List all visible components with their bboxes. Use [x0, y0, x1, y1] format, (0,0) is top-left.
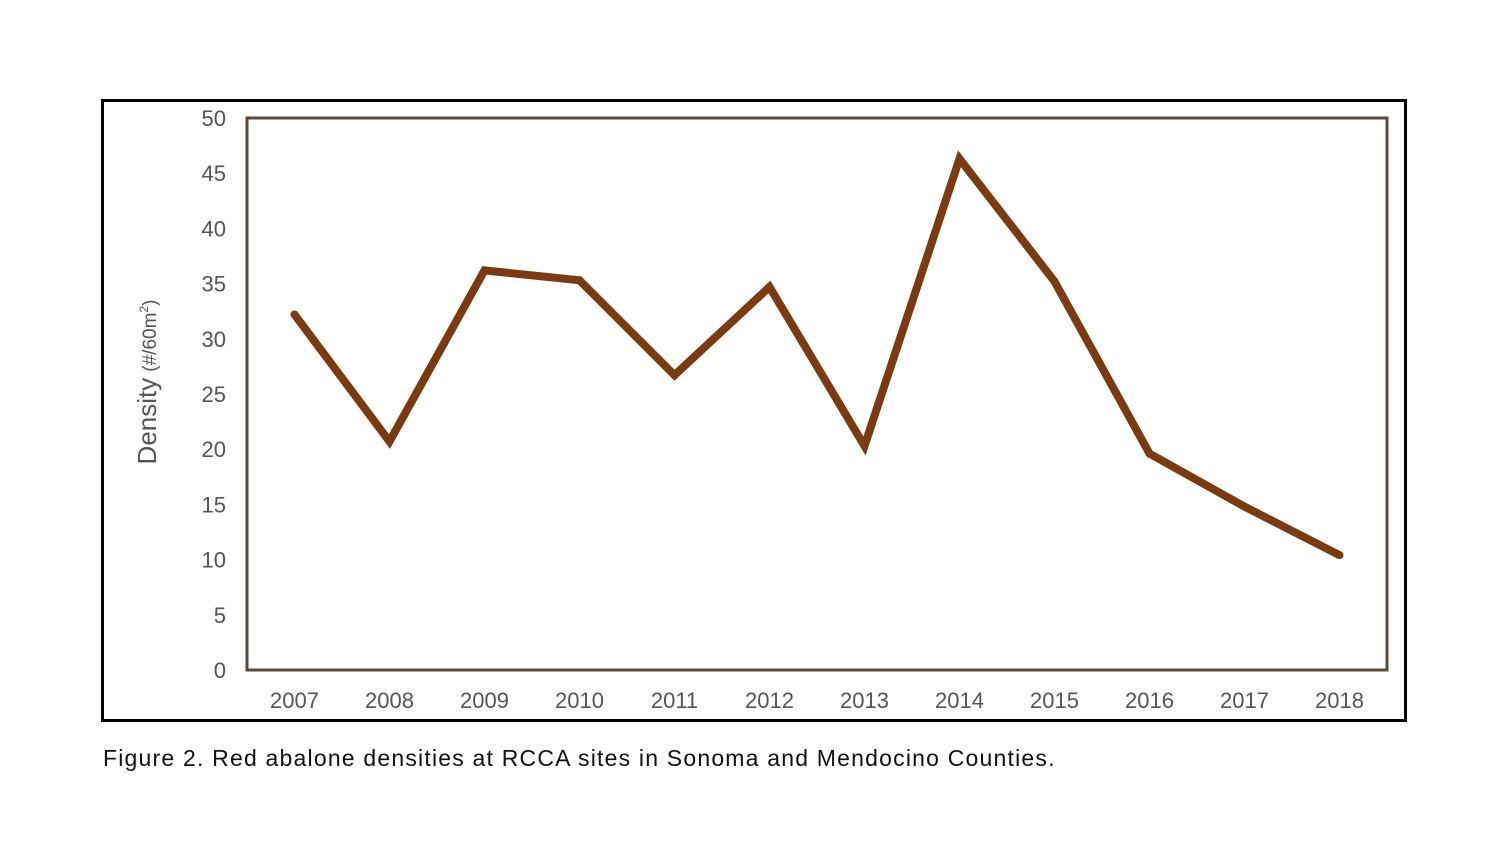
y-axis-title-unit-suffix: ): [140, 300, 161, 306]
x-tick-label: 2012: [745, 688, 794, 713]
data-point: [670, 371, 679, 380]
y-tick-label: 50: [202, 106, 226, 131]
data-point: [765, 282, 774, 291]
x-tick-label: 2011: [651, 688, 698, 713]
data-point: [860, 441, 869, 450]
y-tick-label: 40: [202, 216, 226, 241]
y-axis-title: Density (#/60m2): [132, 300, 162, 465]
data-point: [290, 310, 299, 319]
series-line: [291, 150, 1342, 559]
y-tick-label: 25: [202, 382, 226, 407]
y-tick-label: 30: [202, 327, 226, 352]
y-tick-label: 0: [214, 658, 226, 683]
x-tick-label: 2009: [460, 688, 509, 713]
x-axis-ticks: 2007 2008 2009 2010 2011 2012 2013 2014 2015 2016…: [270, 688, 1364, 713]
series-layer: [290, 150, 1344, 560]
y-tick-label: 45: [202, 161, 226, 186]
data-point: [955, 154, 964, 163]
x-tick-label: 2013: [840, 688, 889, 713]
x-tick-label: 2016: [1125, 688, 1174, 713]
x-tick-label: 2015: [1030, 688, 1079, 713]
plot-area-border: [245, 116, 1389, 672]
x-tick-label: 2010: [555, 688, 604, 713]
figure-caption: Figure 2. Red abalone densities at RCCA …: [103, 745, 1056, 771]
data-point: [1050, 277, 1059, 286]
data-point: [575, 276, 584, 285]
y-axis-title-unit-sup: 2: [137, 306, 151, 313]
data-point: [1240, 502, 1249, 511]
data-point: [1335, 551, 1344, 560]
y-tick-label: 10: [202, 548, 226, 573]
y-tick-label: 15: [202, 492, 226, 517]
y-axis-ticks: 0 5 10 15 20 25 30 35 40 45 50: [202, 106, 226, 683]
x-tick-label: 2018: [1315, 688, 1364, 713]
y-tick-label: 5: [214, 603, 226, 628]
x-tick-label: 2014: [935, 688, 984, 713]
chart-frame: [101, 99, 1407, 722]
y-axis-title-main: Density: [132, 378, 162, 465]
y-tick-label: 35: [202, 272, 226, 297]
data-point: [1145, 449, 1154, 458]
data-point: [385, 437, 394, 446]
data-point: [480, 266, 489, 275]
x-tick-label: 2017: [1220, 688, 1269, 713]
y-tick-label: 20: [202, 437, 226, 462]
x-tick-label: 2008: [365, 688, 414, 713]
x-tick-label: 2007: [270, 688, 319, 713]
y-axis-title-unit: (#/60m: [140, 313, 161, 372]
